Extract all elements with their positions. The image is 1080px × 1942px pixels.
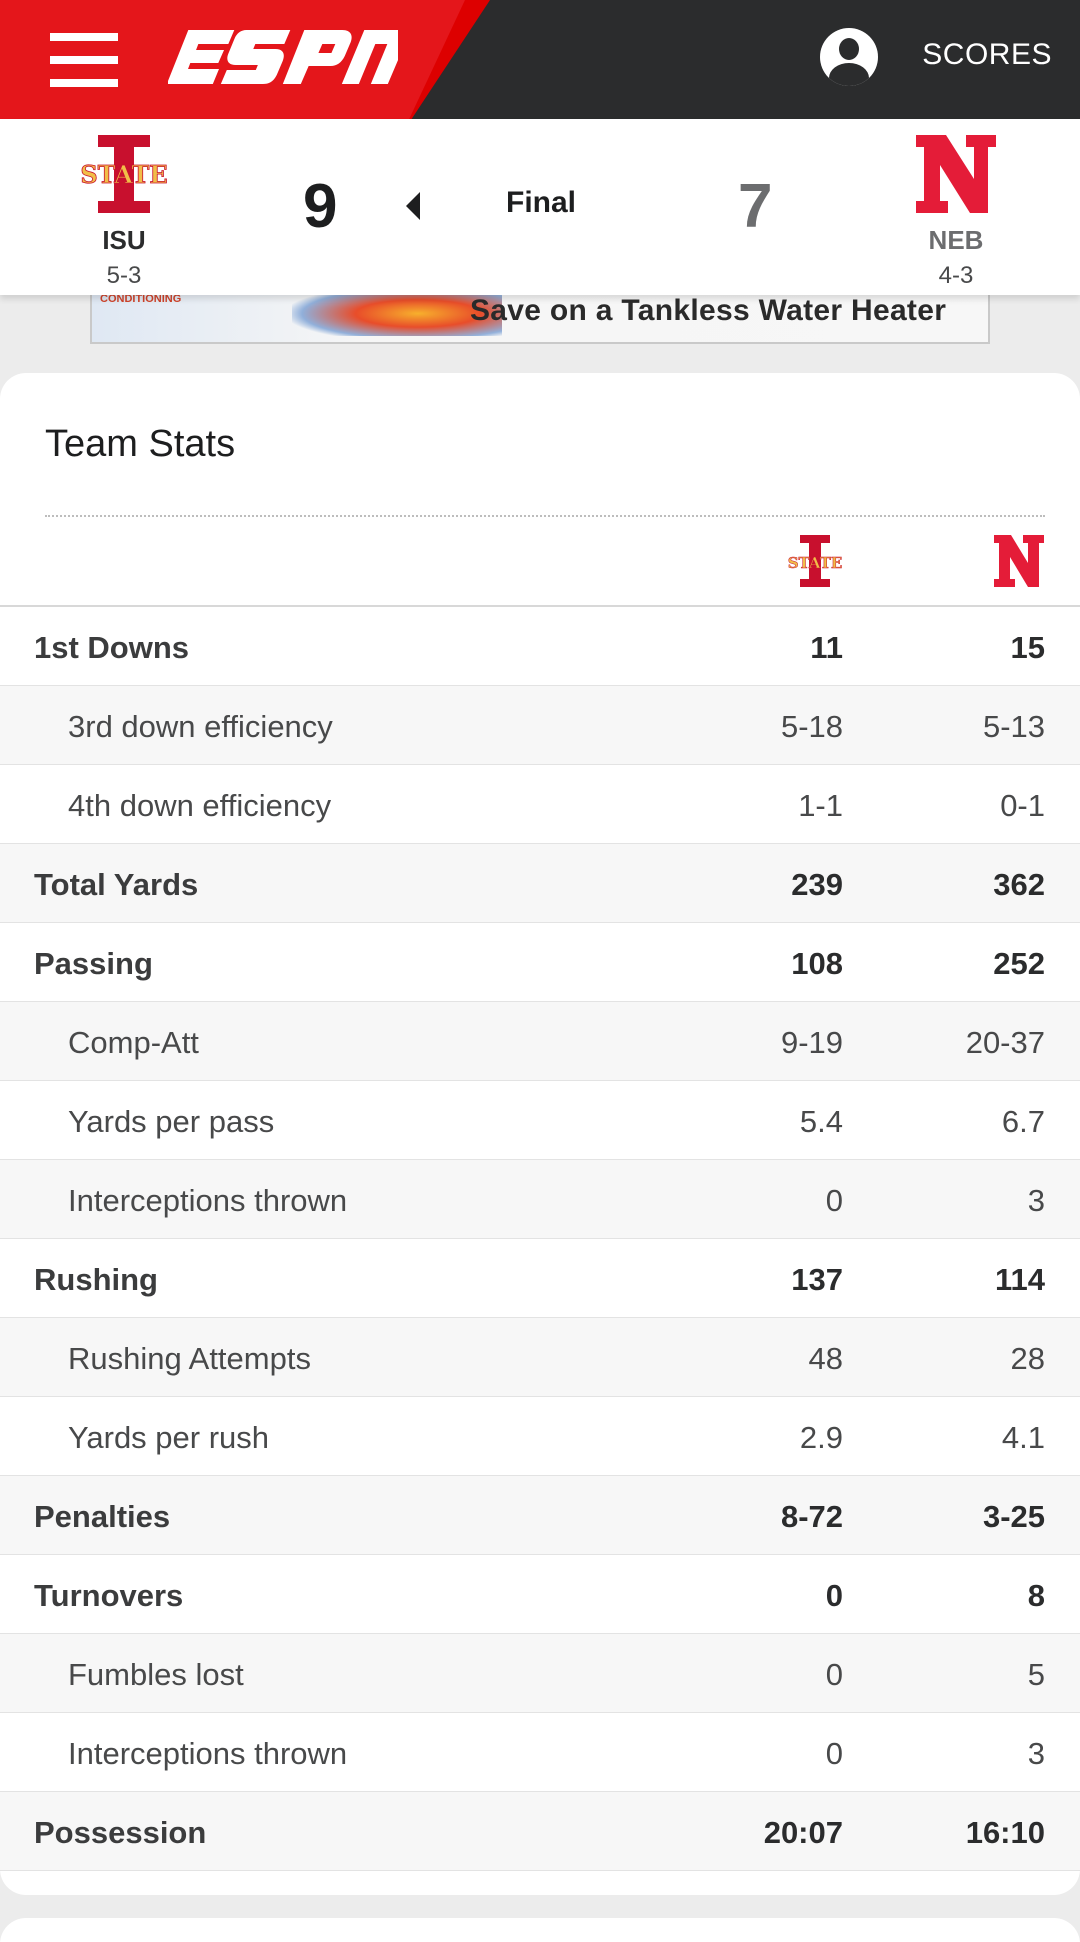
stat-row-interceptions-thrown-turnovers: Interceptions thrown 0 3: [0, 1713, 1080, 1792]
stat-row-yards-per-rush: Yards per rush 2.9 4.1: [0, 1397, 1080, 1476]
stat-row-possession: Possession 20:07 16:10: [0, 1792, 1080, 1871]
stat-row-first-downs: 1st Downs 11 15: [0, 607, 1080, 686]
team-stats-card: Team Stats STATE 1st Downs 11 15 3rd dow…: [0, 373, 1080, 1895]
stat-row-interceptions-thrown: Interceptions thrown 0 3: [0, 1160, 1080, 1239]
away-team-record: 5-3: [106, 262, 142, 289]
iowa-state-logo: STATE: [80, 135, 168, 213]
ad-text: Save on a Tankless Water Heater: [470, 294, 947, 327]
home-team[interactable]: NEB 4-3: [896, 119, 1016, 290]
stats-table: 1st Downs 11 15 3rd down efficiency 5-18…: [0, 607, 1080, 1871]
home-team-abbr: NEB: [928, 225, 984, 255]
espn-logo[interactable]: [168, 22, 398, 92]
stat-row-rushing: Rushing 137 114: [0, 1239, 1080, 1318]
stat-row-turnovers: Turnovers 0 8: [0, 1555, 1080, 1634]
card-title: Team Stats: [45, 423, 236, 465]
away-team[interactable]: STATE ISU 5-3: [64, 119, 184, 290]
svg-text:STATE: STATE: [80, 160, 167, 189]
divider: [45, 515, 1045, 517]
next-card: [0, 1918, 1080, 1942]
stat-row-comp-att: Comp-Att 9-19 20-37: [0, 1002, 1080, 1081]
top-navigation-bar: SCORES: [0, 0, 1080, 119]
stat-row-fourth-down-efficiency: 4th down efficiency 1-1 0-1: [0, 765, 1080, 844]
nebraska-logo: [994, 535, 1044, 587]
header-divider: [0, 605, 1080, 607]
stat-row-penalties: Penalties 8-72 3-25: [0, 1476, 1080, 1555]
stat-row-yards-per-pass: Yards per pass 5.4 6.7: [0, 1081, 1080, 1160]
account-icon[interactable]: [820, 28, 878, 86]
winner-arrow-icon: [406, 192, 420, 220]
scoreboard: STATE ISU 5-3 9 Final 7 NEB 4-3: [0, 119, 1080, 295]
stat-row-third-down-efficiency: 3rd down efficiency 5-18 5-13: [0, 686, 1080, 765]
nebraska-logo: [916, 135, 996, 213]
scores-link[interactable]: SCORES: [922, 38, 1052, 71]
stat-row-total-yards: Total Yards 239 362: [0, 844, 1080, 923]
game-status: Final: [506, 186, 577, 219]
stat-row-fumbles-lost: Fumbles lost 0 5: [0, 1634, 1080, 1713]
iowa-state-logo: STATE: [787, 535, 843, 587]
stat-row-rushing-attempts: Rushing Attempts 48 28: [0, 1318, 1080, 1397]
stat-row-passing: Passing 108 252: [0, 923, 1080, 1002]
menu-icon[interactable]: [50, 33, 118, 87]
home-team-record: 4-3: [938, 262, 974, 289]
away-score: 9: [303, 172, 338, 241]
svg-text:STATE: STATE: [788, 554, 843, 572]
home-score: 7: [738, 172, 773, 241]
away-team-abbr: ISU: [102, 225, 146, 255]
